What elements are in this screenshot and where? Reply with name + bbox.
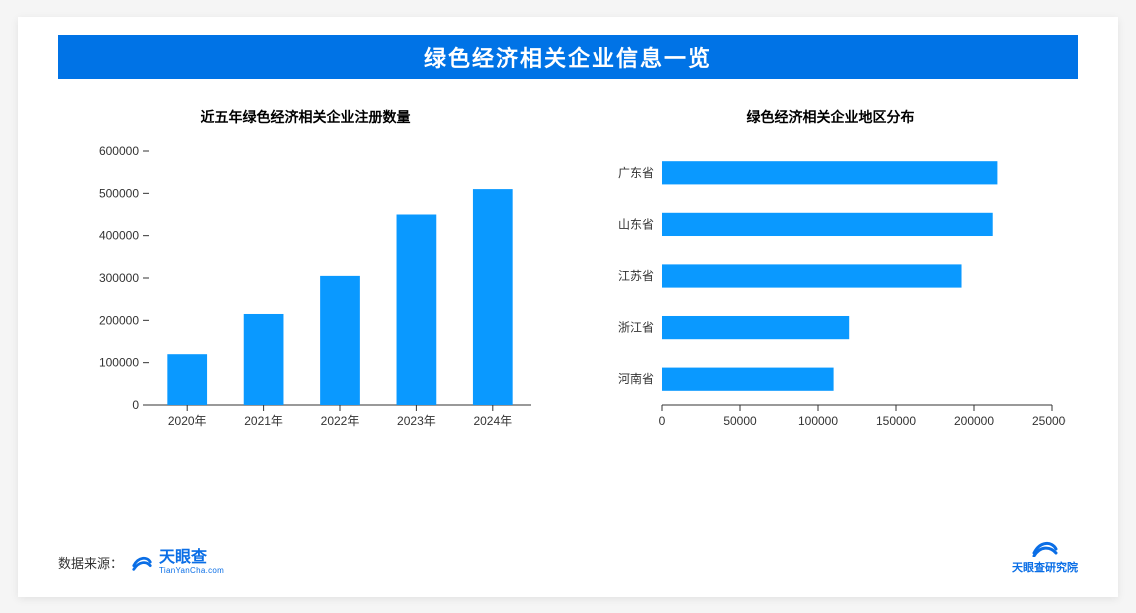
brand-swoosh-icon [131,551,153,573]
source-label: 数据来源： [58,553,123,572]
right-chart-panel: 绿色经济相关企业地区分布 0 50000 100000 150000 200000 250… [583,107,1078,535]
right-chart-plot: 0 50000 100000 150000 200000 250000 广东省山东省江苏省浙… [583,141,1078,535]
svg-text:100000: 100000 [98,355,138,369]
report-card: 绿色经济相关企业信息一览 近五年绿色经济相关企业注册数量 0 100000 2000… [18,17,1118,597]
bar [167,354,207,405]
svg-text:600000: 600000 [98,144,138,158]
svg-text:河南省: 河南省 [617,371,653,386]
left-chart-panel: 近五年绿色经济相关企业注册数量 0 100000 200000 300000 40000… [58,107,553,535]
brand-logo: 天眼查 TianYanCha.com [131,550,224,575]
svg-text:2020年: 2020年 [167,414,206,428]
svg-text:2024年: 2024年 [473,414,512,428]
svg-text:50000: 50000 [723,414,757,428]
left-chart-title: 近五年绿色经济相关企业注册数量 [58,107,553,127]
bar [662,212,993,235]
left-chart-svg: 0 100000 200000 300000 400000 500000 600000 202… [71,141,541,441]
svg-text:0: 0 [132,398,139,412]
svg-text:300000: 300000 [98,271,138,285]
institute-right: 天眼查研究院 [1012,537,1078,575]
brand-name: 天眼查 [159,550,224,566]
bar [472,189,512,405]
svg-text:2022年: 2022年 [320,414,359,428]
brand-sub: TianYanCha.com [159,566,224,575]
left-chart-plot: 0 100000 200000 300000 400000 500000 600000 202… [58,141,553,535]
svg-text:400000: 400000 [98,228,138,242]
right-chart-svg: 0 50000 100000 150000 200000 250000 广东省山东省江苏省浙… [596,141,1066,441]
title-bar: 绿色经济相关企业信息一览 [58,35,1078,79]
institute-icon [1032,537,1058,557]
svg-text:500000: 500000 [98,186,138,200]
bar [320,275,360,404]
right-chart-title: 绿色经济相关企业地区分布 [583,107,1078,127]
svg-text:江苏省: 江苏省 [617,269,653,283]
title-text: 绿色经济相关企业信息一览 [424,41,712,73]
svg-text:200000: 200000 [98,313,138,327]
charts-row: 近五年绿色经济相关企业注册数量 0 100000 200000 300000 40000… [58,79,1078,535]
bar [662,315,849,338]
bar [662,367,834,390]
svg-text:2021年: 2021年 [244,414,283,428]
svg-text:广东省: 广东省 [617,165,653,179]
svg-text:山东省: 山东省 [617,217,653,231]
bar [396,214,436,405]
svg-text:浙江省: 浙江省 [617,320,653,334]
source-left: 数据来源： 天眼查 TianYanCha.com [58,550,224,575]
svg-text:0: 0 [658,414,665,428]
bar [662,161,997,184]
bar [662,264,962,287]
svg-text:200000: 200000 [953,414,993,428]
bar [243,313,283,404]
svg-text:250000: 250000 [1031,414,1065,428]
svg-text:150000: 150000 [875,414,915,428]
footer: 数据来源： 天眼查 TianYanCha.com 天眼查研究院 [58,535,1078,575]
svg-text:100000: 100000 [797,414,837,428]
svg-text:2023年: 2023年 [397,414,436,428]
institute-label: 天眼查研究院 [1012,559,1078,575]
